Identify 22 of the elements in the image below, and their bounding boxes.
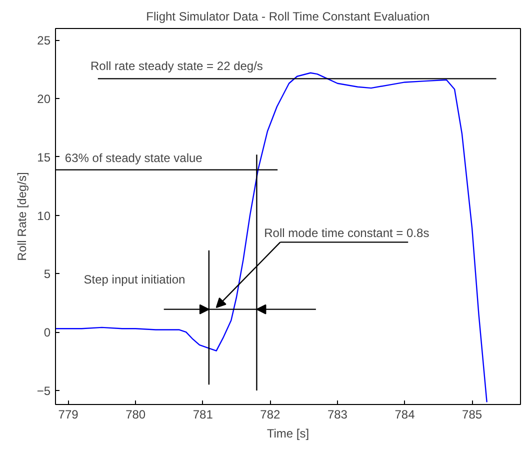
- y-tick-label: 15: [37, 150, 51, 164]
- annotation: Roll mode time constant = 0.8s: [264, 226, 430, 240]
- y-tick-label: 10: [37, 208, 51, 223]
- x-tick-label: 784: [394, 408, 416, 422]
- y-axis-title: Roll Rate [deg/s]: [14, 172, 29, 261]
- y-tick-label: −5: [36, 384, 51, 398]
- y-tick-label: 20: [37, 92, 51, 106]
- annotation: 63% of steady state value: [64, 151, 203, 166]
- line-series: [56, 72, 488, 403]
- x-tick-label: 781: [192, 408, 214, 422]
- chart-title: Flight Simulator Data - Roll Time Constant Evaluation: [146, 10, 430, 24]
- x-tick-label: 785: [462, 408, 482, 422]
- y-tick-label: 5: [44, 267, 51, 282]
- x-tick-label: 783: [327, 408, 348, 422]
- annotation: Step input initiation: [84, 272, 186, 287]
- x-tick-label: 779: [58, 408, 79, 422]
- x-tick-label: 782: [260, 408, 281, 422]
- x-tick-label: 780: [126, 408, 146, 422]
- annotation: Roll rate steady state = 22 deg/s: [90, 58, 263, 73]
- y-tick-label: 25: [37, 34, 51, 48]
- y-tick-label: 0: [44, 326, 51, 340]
- x-axis-title: Time [s]: [266, 426, 310, 440]
